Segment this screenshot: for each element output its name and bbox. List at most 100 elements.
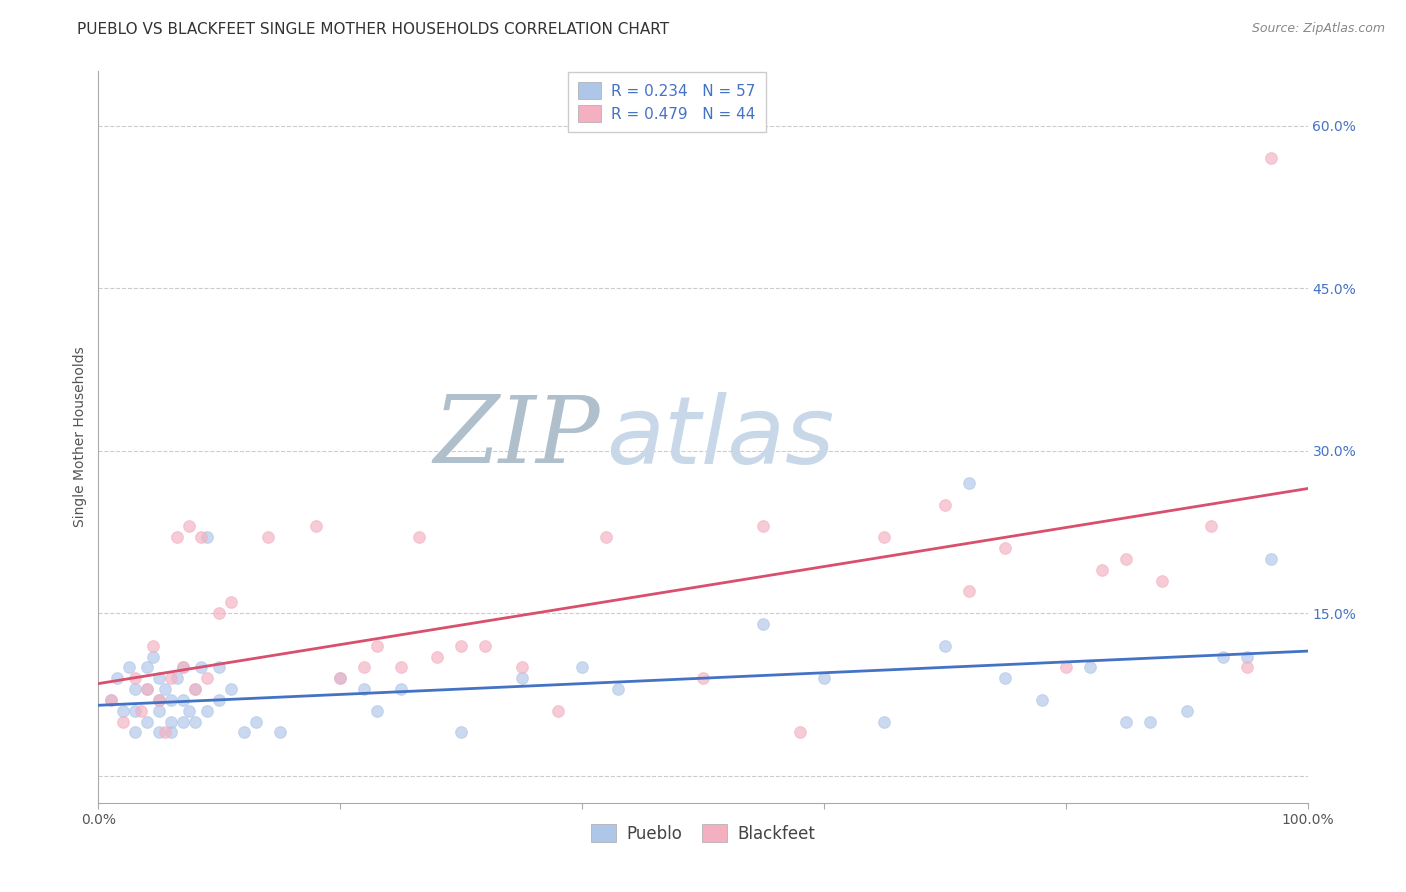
Point bbox=[547, 704, 569, 718]
Point bbox=[957, 476, 980, 491]
Point bbox=[353, 681, 375, 696]
Point bbox=[142, 649, 165, 664]
Point bbox=[366, 639, 388, 653]
Point bbox=[160, 725, 183, 739]
Point bbox=[124, 704, 146, 718]
Text: ZIP: ZIP bbox=[433, 392, 600, 482]
Point bbox=[124, 671, 146, 685]
Point bbox=[208, 606, 231, 620]
Point bbox=[190, 660, 212, 674]
Point bbox=[1054, 660, 1077, 674]
Point bbox=[353, 660, 375, 674]
Point bbox=[994, 541, 1017, 556]
Point bbox=[389, 681, 412, 696]
Point bbox=[1115, 552, 1137, 566]
Point bbox=[957, 584, 980, 599]
Point bbox=[221, 681, 243, 696]
Point bbox=[1139, 714, 1161, 729]
Point bbox=[873, 714, 896, 729]
Point bbox=[100, 693, 122, 707]
Point bbox=[994, 671, 1017, 685]
Point bbox=[148, 671, 170, 685]
Point bbox=[510, 660, 533, 674]
Point bbox=[256, 530, 278, 544]
Point bbox=[450, 725, 472, 739]
Point bbox=[245, 714, 267, 729]
Point bbox=[1212, 649, 1234, 664]
Point bbox=[752, 617, 775, 632]
Point bbox=[184, 681, 207, 696]
Point bbox=[195, 671, 218, 685]
Point bbox=[135, 660, 157, 674]
Point bbox=[571, 660, 593, 674]
Point bbox=[166, 530, 188, 544]
Text: atlas: atlas bbox=[606, 392, 835, 483]
Point bbox=[166, 671, 188, 685]
Point bbox=[269, 725, 291, 739]
Point bbox=[510, 671, 533, 685]
Point bbox=[160, 714, 183, 729]
Point bbox=[148, 693, 170, 707]
Point bbox=[184, 714, 207, 729]
Point bbox=[172, 660, 194, 674]
Point bbox=[813, 671, 835, 685]
Point bbox=[172, 660, 194, 674]
Point bbox=[208, 693, 231, 707]
Legend: Pueblo, Blackfeet: Pueblo, Blackfeet bbox=[585, 817, 821, 849]
Point bbox=[474, 639, 496, 653]
Point bbox=[153, 681, 176, 696]
Point bbox=[148, 725, 170, 739]
Point bbox=[692, 671, 714, 685]
Point bbox=[1078, 660, 1101, 674]
Point bbox=[450, 639, 472, 653]
Point bbox=[135, 681, 157, 696]
Point bbox=[1236, 660, 1258, 674]
Point bbox=[129, 704, 152, 718]
Point bbox=[752, 519, 775, 533]
Point bbox=[208, 660, 231, 674]
Point bbox=[1152, 574, 1174, 588]
Point bbox=[595, 530, 617, 544]
Point bbox=[118, 660, 141, 674]
Point bbox=[105, 671, 128, 685]
Point bbox=[934, 639, 956, 653]
Point bbox=[153, 725, 176, 739]
Point bbox=[195, 530, 218, 544]
Point bbox=[1175, 704, 1198, 718]
Point bbox=[179, 704, 201, 718]
Point bbox=[135, 714, 157, 729]
Point bbox=[1260, 552, 1282, 566]
Point bbox=[1115, 714, 1137, 729]
Point bbox=[221, 595, 243, 609]
Point bbox=[160, 693, 183, 707]
Text: PUEBLO VS BLACKFEET SINGLE MOTHER HOUSEHOLDS CORRELATION CHART: PUEBLO VS BLACKFEET SINGLE MOTHER HOUSEH… bbox=[77, 22, 669, 37]
Point bbox=[1236, 649, 1258, 664]
Point bbox=[1031, 693, 1053, 707]
Point bbox=[426, 649, 449, 664]
Point bbox=[232, 725, 254, 739]
Point bbox=[111, 704, 134, 718]
Point bbox=[100, 693, 122, 707]
Point bbox=[329, 671, 352, 685]
Point bbox=[148, 704, 170, 718]
Point bbox=[1091, 563, 1114, 577]
Point bbox=[329, 671, 352, 685]
Point bbox=[172, 693, 194, 707]
Point bbox=[148, 693, 170, 707]
Point bbox=[190, 530, 212, 544]
Point bbox=[124, 725, 146, 739]
Point bbox=[366, 704, 388, 718]
Point bbox=[111, 714, 134, 729]
Point bbox=[179, 519, 201, 533]
Y-axis label: Single Mother Households: Single Mother Households bbox=[73, 347, 87, 527]
Point bbox=[934, 498, 956, 512]
Point bbox=[124, 681, 146, 696]
Text: Source: ZipAtlas.com: Source: ZipAtlas.com bbox=[1251, 22, 1385, 36]
Point bbox=[789, 725, 811, 739]
Point bbox=[160, 671, 183, 685]
Point bbox=[172, 714, 194, 729]
Point bbox=[389, 660, 412, 674]
Point bbox=[305, 519, 328, 533]
Point bbox=[408, 530, 430, 544]
Point bbox=[195, 704, 218, 718]
